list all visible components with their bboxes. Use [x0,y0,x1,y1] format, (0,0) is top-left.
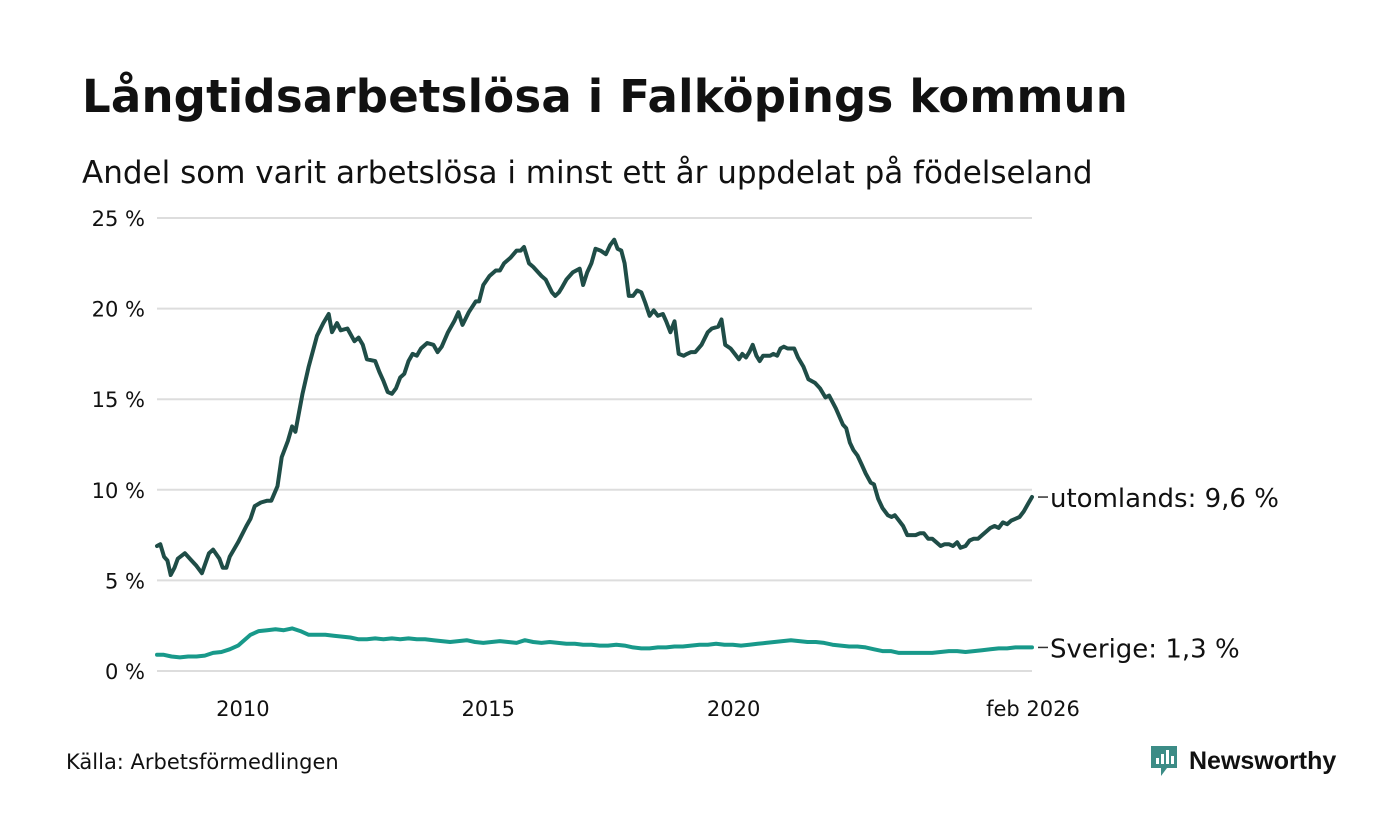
end-labels: utomlands: 9,6 % Sverige: 1,3 % [1038,484,1279,664]
x-tick-label: 2015 [462,697,515,721]
series-line-sverige [155,626,1034,660]
series-lines [155,237,1034,660]
y-tick-label: 25 % [92,207,145,231]
x-tick-label: 2020 [707,697,760,721]
series-line-utomlands [155,237,1034,577]
newsworthy-logo: Newsworthy [1149,744,1336,778]
source-note: Källa: Arbetsförmedlingen [66,750,339,774]
line-chart: 0 % 5 % 10 % 15 % 20 % 25 % 2010 2015 2020 feb 2… [92,207,1279,721]
y-tick-label: 0 % [105,660,145,684]
brand-name: Newsworthy [1189,746,1337,775]
chart-title: Långtidsarbetslösa i Falköpings kommun [82,70,1129,123]
y-tick-label: 15 % [92,388,145,412]
y-tick-label: 10 % [92,479,145,503]
newsworthy-icon [1151,746,1177,776]
x-tick-label: feb 2026 [986,697,1080,721]
x-axis-tick-labels: 2010 2015 2020 feb 2026 [216,697,1080,721]
x-tick-label: 2010 [216,697,269,721]
y-tick-label: 20 % [92,298,145,322]
end-label-sverige: Sverige: 1,3 % [1050,634,1240,664]
y-axis-tick-labels: 0 % 5 % 10 % 15 % 20 % 25 % [92,207,145,684]
chart-subtitle: Andel som varit arbetslösa i minst ett å… [82,155,1093,191]
gridlines [157,217,1032,672]
end-label-utomlands: utomlands: 9,6 % [1050,484,1279,514]
y-tick-label: 5 % [105,569,145,593]
